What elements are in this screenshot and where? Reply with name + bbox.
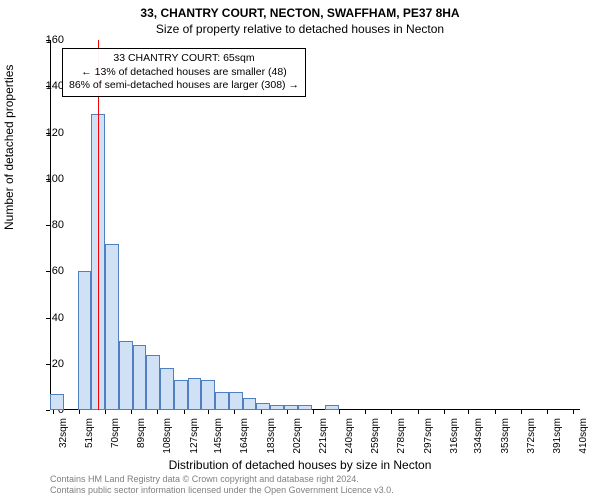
histogram-bar <box>243 398 257 410</box>
x-tick-label: 240sqm <box>344 418 355 458</box>
x-tick-mark <box>444 410 445 414</box>
histogram-bar <box>298 405 312 410</box>
x-tick-label: 372sqm <box>526 418 537 458</box>
x-tick-mark <box>468 410 469 414</box>
histogram-bar <box>133 345 147 410</box>
annotation-line1: 33 CHANTRY COURT: 65sqm <box>69 52 299 66</box>
x-axis-label: Distribution of detached houses by size … <box>0 458 600 472</box>
x-tick-label: 127sqm <box>189 418 200 458</box>
x-tick-mark <box>261 410 262 414</box>
x-tick-label: 164sqm <box>239 418 250 458</box>
x-tick-mark <box>339 410 340 414</box>
annotation-box: 33 CHANTRY COURT: 65sqm ← 13% of detache… <box>62 48 306 97</box>
x-tick-label: 183sqm <box>266 418 277 458</box>
x-tick-mark <box>418 410 419 414</box>
x-tick-mark <box>53 410 54 414</box>
x-tick-mark <box>521 410 522 414</box>
histogram-bar <box>284 405 298 410</box>
annotation-line3: 86% of semi-detached houses are larger (… <box>69 79 299 93</box>
x-tick-label: 297sqm <box>423 418 434 458</box>
chart-container: 33, CHANTRY COURT, NECTON, SWAFFHAM, PE3… <box>0 0 600 500</box>
annotation-line2: ← 13% of detached houses are smaller (48… <box>69 66 299 80</box>
x-tick-label: 334sqm <box>473 418 484 458</box>
x-tick-mark <box>131 410 132 414</box>
x-tick-label: 51sqm <box>84 418 95 458</box>
histogram-bar <box>50 394 64 410</box>
histogram-bar <box>229 392 243 411</box>
x-tick-mark <box>157 410 158 414</box>
histogram-bar <box>256 403 270 410</box>
x-tick-mark <box>184 410 185 414</box>
x-tick-mark <box>573 410 574 414</box>
x-tick-mark <box>365 410 366 414</box>
x-tick-label: 89sqm <box>136 418 147 458</box>
histogram-bar <box>160 368 174 410</box>
histogram-bar <box>188 378 202 410</box>
x-tick-label: 316sqm <box>449 418 460 458</box>
x-tick-label: 410sqm <box>578 418 589 458</box>
histogram-bar <box>325 405 339 410</box>
footer-line2: Contains public sector information licen… <box>50 485 394 496</box>
histogram-bar <box>174 380 188 410</box>
chart-title-main: 33, CHANTRY COURT, NECTON, SWAFFHAM, PE3… <box>0 6 600 20</box>
x-tick-mark <box>105 410 106 414</box>
x-tick-label: 202sqm <box>292 418 303 458</box>
histogram-bar <box>119 341 133 410</box>
x-tick-label: 391sqm <box>552 418 563 458</box>
x-tick-mark <box>547 410 548 414</box>
x-tick-label: 278sqm <box>396 418 407 458</box>
histogram-bar <box>105 244 119 411</box>
x-tick-label: 70sqm <box>110 418 121 458</box>
x-tick-label: 32sqm <box>58 418 69 458</box>
x-tick-mark <box>208 410 209 414</box>
y-tick-mark <box>46 410 50 411</box>
footer-line1: Contains HM Land Registry data © Crown c… <box>50 474 394 485</box>
x-tick-label: 221sqm <box>318 418 329 458</box>
x-tick-mark <box>391 410 392 414</box>
y-axis-label: Number of detached properties <box>2 65 16 230</box>
x-tick-mark <box>495 410 496 414</box>
histogram-bar <box>146 355 160 411</box>
footer-text: Contains HM Land Registry data © Crown c… <box>50 474 394 496</box>
x-tick-label: 108sqm <box>162 418 173 458</box>
histogram-bar <box>215 392 229 411</box>
chart-title-sub: Size of property relative to detached ho… <box>0 22 600 36</box>
x-tick-mark <box>234 410 235 414</box>
x-tick-mark <box>79 410 80 414</box>
histogram-bar <box>270 405 284 410</box>
x-tick-mark <box>313 410 314 414</box>
x-tick-mark <box>287 410 288 414</box>
histogram-bar <box>201 380 215 410</box>
x-tick-label: 353sqm <box>500 418 511 458</box>
x-tick-label: 259sqm <box>370 418 381 458</box>
histogram-bar <box>78 271 92 410</box>
x-tick-label: 145sqm <box>213 418 224 458</box>
